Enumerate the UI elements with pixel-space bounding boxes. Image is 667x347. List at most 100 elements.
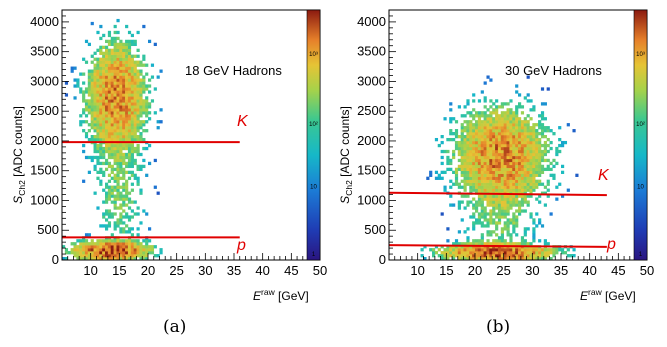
heatmap-cell: [105, 254, 109, 258]
heatmap-cell: [449, 129, 453, 133]
heatmap-cell: [529, 140, 533, 145]
heatmap-cell: [79, 257, 83, 261]
heatmap-cell: [532, 185, 536, 189]
heatmap-cell: [105, 212, 109, 216]
heatmap-cell: [503, 173, 507, 177]
heatmap-cell: [538, 221, 542, 225]
heatmap-cell: [99, 75, 103, 79]
heatmap-cell: [503, 111, 507, 115]
heatmap-cell: [122, 155, 126, 160]
heatmap-cell: [483, 135, 487, 139]
heatmap-cell: [96, 137, 100, 142]
heatmap-cell: [67, 251, 71, 255]
heatmap-cell: [460, 129, 464, 133]
heatmap-cell: [500, 161, 504, 166]
heatmap-cell: [127, 99, 132, 103]
heatmap-cell: [469, 126, 473, 130]
heatmap-cell: [532, 143, 536, 148]
heatmap-cell: [119, 191, 123, 195]
heatmap-cell: [90, 54, 94, 58]
heatmap-cell: [466, 149, 470, 154]
heatmap-cell: [540, 126, 545, 130]
heatmap-cell: [555, 149, 559, 154]
heatmap-cell: [489, 200, 493, 204]
heatmap-cell: [460, 143, 464, 148]
heatmap-cell: [116, 254, 120, 258]
heatmap-cell: [492, 164, 496, 169]
heatmap-cell: [119, 81, 123, 85]
heatmap-cell: [497, 126, 502, 130]
heatmap-cell: [127, 161, 132, 166]
heatmap-cell: [535, 152, 539, 157]
heatmap-cell: [469, 137, 473, 142]
heatmap-cell: [96, 99, 100, 103]
heatmap-cell: [454, 176, 459, 180]
heatmap-cell: [142, 90, 146, 94]
heatmap-cell: [475, 155, 479, 160]
heatmap-cell: [102, 212, 106, 216]
heatmap-cell: [127, 93, 132, 97]
heatmap-cell: [475, 135, 479, 139]
heatmap-cell: [489, 257, 493, 261]
heatmap-cell: [515, 155, 519, 160]
heatmap-cell: [113, 254, 117, 258]
heatmap-cell: [105, 96, 109, 100]
heatmap-cell: [136, 120, 140, 124]
heatmap-cell: [472, 251, 476, 255]
heatmap-cell: [96, 96, 100, 100]
heatmap-cell: [503, 167, 507, 172]
heatmap-cell: [87, 69, 91, 73]
heatmap-cell: [497, 242, 502, 246]
heatmap-cell: [463, 167, 467, 172]
heatmap-cell: [480, 215, 484, 219]
heatmap-cell: [99, 161, 103, 166]
heatmap-cell: [518, 173, 522, 177]
heatmap-cell: [105, 51, 109, 55]
heatmap-cell: [463, 137, 467, 142]
heatmap-cell: [145, 129, 149, 133]
heatmap-cell: [153, 42, 157, 47]
heatmap-cell: [110, 57, 114, 61]
heatmap-cell: [520, 248, 525, 252]
heatmap-cell: [90, 155, 94, 160]
heatmap-cell: [457, 149, 461, 154]
heatmap-cell: [99, 108, 103, 112]
heatmap-cell: [87, 87, 91, 91]
heatmap-cell: [512, 224, 516, 228]
heatmap-cell: [130, 42, 134, 47]
heatmap-cell: [440, 149, 444, 154]
heatmap-cell: [480, 221, 484, 225]
heatmap-cell: [543, 129, 547, 133]
heatmap-cell: [457, 105, 461, 109]
heatmap-cell: [486, 149, 490, 154]
heatmap-cell: [529, 132, 533, 136]
heatmap-cell: [87, 99, 91, 103]
heatmap-cell: [99, 170, 103, 174]
heatmap-cell: [523, 164, 527, 169]
heatmap-cell: [497, 254, 502, 258]
heatmap-cell: [515, 146, 519, 151]
heatmap-cell: [156, 126, 160, 130]
heatmap-cell: [512, 120, 516, 124]
heatmap-cell: [463, 206, 467, 210]
heatmap-cell: [492, 161, 496, 166]
heatmap-cell: [82, 111, 86, 115]
heatmap-cell: [130, 90, 134, 94]
heatmap-cell: [489, 123, 493, 127]
heatmap-cell: [139, 102, 143, 106]
heatmap-cell: [518, 143, 522, 148]
heatmap-cell: [133, 149, 137, 154]
heatmap-cell: [443, 248, 447, 252]
heatmap-cell: [529, 152, 533, 157]
heatmap-cell: [125, 212, 129, 216]
heatmap-cell: [105, 81, 109, 85]
heatmap-cell: [477, 117, 482, 121]
heatmap-cell: [122, 167, 126, 172]
heatmap-cell: [495, 108, 499, 112]
heatmap-cell: [122, 114, 126, 118]
heatmap-cell: [127, 72, 132, 76]
heatmap-cell: [139, 164, 143, 169]
heatmap-cell: [523, 179, 527, 183]
heatmap-cell: [500, 179, 504, 183]
heatmap-cell: [127, 39, 132, 44]
